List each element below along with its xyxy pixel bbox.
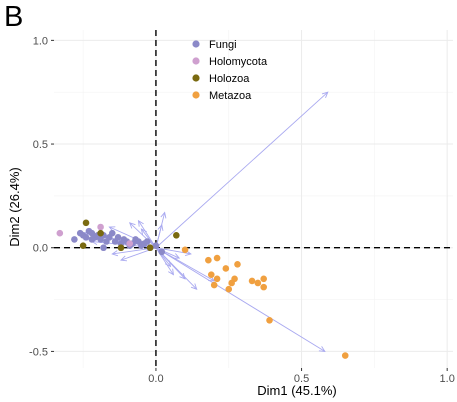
loading-arrow [155, 91, 329, 249]
arrow-head [321, 91, 329, 98]
arrow-head [179, 272, 186, 280]
loading-arrows [82, 91, 329, 352]
data-point [260, 275, 267, 283]
data-point [114, 234, 122, 241]
data-point [210, 281, 218, 289]
arrow-head [164, 260, 172, 268]
data-point [225, 285, 233, 293]
legend-item: Metazoa [192, 90, 252, 102]
data-point [79, 242, 87, 249]
x-tick-label: 0.0 [148, 373, 163, 385]
data-point [213, 275, 221, 283]
legend-label: Metazoa [209, 90, 252, 102]
y-tick-label: 1.0 [33, 35, 48, 47]
data-point [117, 244, 125, 252]
data-point [266, 317, 273, 324]
data-point [97, 229, 104, 237]
grid-lines [54, 30, 453, 368]
axis-ticks: 0.0 0.5 1.0 -0.5 0.0 0.5 1.0 [29, 35, 455, 385]
y-tick-label: -0.5 [29, 346, 48, 358]
legend-item: Fungi [192, 39, 237, 51]
legend-item: Holozoa [192, 73, 250, 85]
data-point [126, 240, 134, 247]
data-point [82, 219, 90, 227]
data-point [143, 238, 151, 245]
data-point [108, 229, 116, 237]
loading-arrow [155, 247, 215, 282]
y-axis-title: Dim2 (26.4%) [7, 167, 22, 246]
data-point [181, 246, 189, 254]
data-point [158, 248, 166, 256]
loading-arrow [155, 247, 326, 352]
arrow-head [318, 346, 326, 352]
data-point [97, 223, 104, 231]
data-point [88, 236, 96, 243]
data-point [341, 352, 349, 359]
legend-swatch [192, 74, 200, 82]
arrow-head [168, 268, 174, 276]
legend: Fungi Holomycota Holozoa Metazoa [192, 39, 268, 102]
arrow-head [137, 219, 144, 227]
data-point [254, 279, 262, 287]
data-point [100, 244, 107, 252]
data-point [231, 275, 238, 283]
arrow-head [157, 223, 164, 231]
legend-swatch [192, 40, 200, 48]
arrow-head [128, 222, 136, 229]
data-point [260, 283, 267, 291]
legend-label: Holozoa [209, 73, 250, 85]
legend-swatch [192, 57, 200, 65]
arrow-head [160, 211, 167, 219]
legend-label: Holomycota [209, 56, 268, 68]
legend-swatch [192, 91, 200, 99]
data-point [71, 236, 78, 243]
data-point [56, 229, 64, 237]
loading-arrow [138, 220, 157, 248]
data-point [222, 265, 230, 272]
x-axis-title: Dim1 (45.1%) [257, 383, 336, 398]
data-point [248, 277, 256, 285]
arrow-head [140, 228, 147, 236]
loading-arrow [129, 222, 157, 249]
legend-label: Fungi [209, 39, 237, 51]
data-point [152, 242, 160, 249]
data-point [146, 244, 154, 252]
panel-letter: B [4, 1, 24, 33]
data-point [82, 234, 90, 241]
arrow-head [111, 250, 119, 257]
data-point [234, 261, 241, 268]
legend-item: Holomycota [192, 56, 268, 68]
data-point [173, 231, 180, 239]
data-point [207, 271, 215, 278]
arrow-head [120, 255, 127, 262]
y-tick-label: 0.5 [33, 139, 48, 151]
data-point [205, 256, 212, 264]
arrow-head [190, 283, 198, 290]
data-points [56, 219, 349, 359]
data-point [213, 254, 221, 262]
x-tick-label: 0.5 [294, 373, 309, 385]
loading-arrow [155, 247, 171, 267]
arrow-head [173, 253, 181, 259]
y-tick-label: 0.0 [33, 243, 48, 255]
x-tick-label: 1.0 [440, 373, 455, 385]
